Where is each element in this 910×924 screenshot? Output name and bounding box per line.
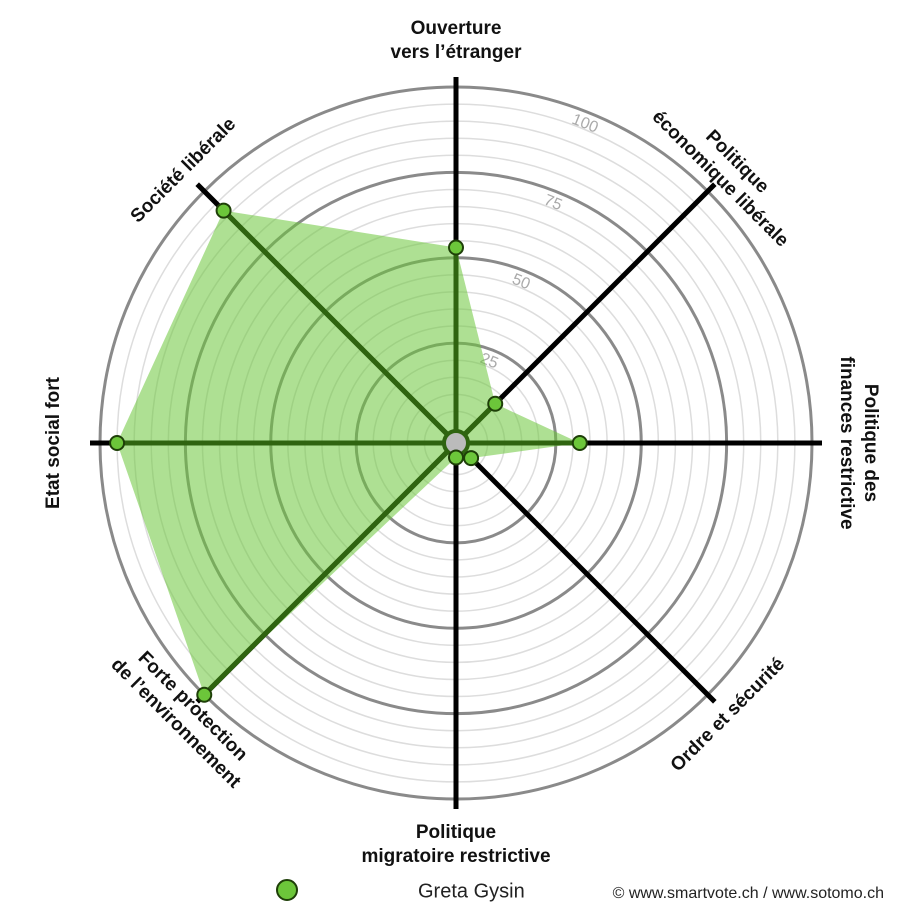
- category-label: Politique desfinances restrictive: [836, 356, 881, 529]
- data-point: [109, 435, 126, 451]
- data-point: [215, 202, 232, 219]
- data-point: [463, 450, 480, 467]
- category-label: Ouverture vers l’étranger: [391, 18, 523, 63]
- data-point: [448, 239, 464, 256]
- value-spoke: [202, 441, 458, 697]
- data-point: [571, 435, 588, 451]
- data-point: [487, 395, 504, 412]
- legend-label: Greta Gysin: [418, 880, 525, 902]
- tick-label: 75: [542, 192, 565, 214]
- tick-label: 50: [510, 271, 533, 293]
- category-label: Politique migratoire restrictive: [361, 822, 550, 867]
- data-point: [448, 449, 464, 466]
- data-point: [196, 686, 213, 703]
- category-label: Etat social fort: [43, 376, 64, 509]
- credit: © www.smartvote.ch / www.sotomo.ch: [613, 885, 884, 902]
- value-spoke: [221, 208, 458, 445]
- series-area: [117, 210, 580, 695]
- axis-spoke: [454, 441, 717, 704]
- legend-marker: [276, 879, 298, 901]
